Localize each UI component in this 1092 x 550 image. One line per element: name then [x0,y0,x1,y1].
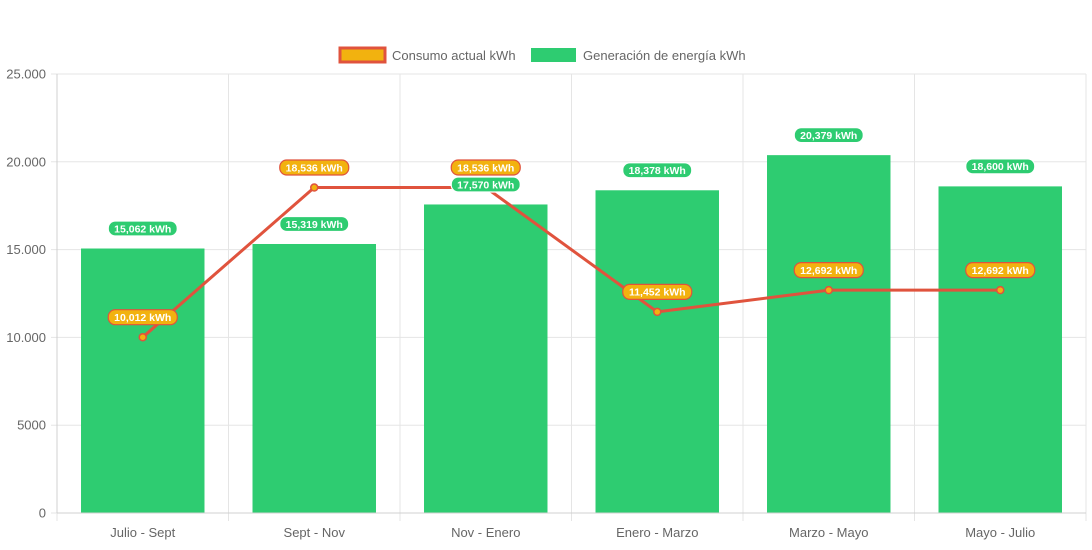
data-label-background [622,162,693,179]
data-label-background [793,127,864,144]
y-tick-label: 20.000 [6,154,46,169]
legend-label: Generación de energía kWh [583,48,746,63]
bars [81,155,1062,514]
data-label-text: 18,536 kWh [457,162,514,174]
line-point[interactable] [138,332,147,342]
data-label: 12,692 kWh [793,262,864,279]
axes: 0 5000 10.000 15.000 20.000 25.000 Julio - Sep… [6,67,1086,540]
data-label: 17,570 kWh [450,176,521,193]
bar[interactable] [767,155,891,513]
x-tick-label: Julio - Sept [110,525,175,540]
data-label-background [622,283,693,301]
data-label-background [450,176,521,193]
y-tick-label: 10.000 [6,330,46,345]
y-tick-label: 25.000 [6,67,46,82]
legend-item-generacion[interactable]: Generación de energía kWh [531,48,746,63]
data-label-text: 10,012 kWh [114,312,171,324]
x-tick-label: Marzo - Mayo [789,525,868,540]
consumption-line [141,186,1001,339]
legend-label: Consumo actual kWh [392,48,516,63]
data-label-background [107,309,178,326]
legend-swatch [338,46,387,64]
x-tick-label: Nov - Enero [451,525,520,540]
data-label: 11,452 kWh [622,283,693,301]
data-label-text: 15,062 kWh [114,223,171,235]
y-tick-label: 0 [39,506,46,521]
grid [51,73,1087,521]
line-point[interactable] [824,285,833,295]
data-label-text: 12,692 kWh [972,265,1029,277]
data-label-text: 20,379 kWh [800,130,857,142]
data-label: 10,012 kWh [107,309,178,326]
bar[interactable] [938,186,1062,513]
data-labels: 15,062 kWh 15,319 kWh 17,570 kWh 18,378 kWh… [107,127,1036,326]
data-label: 15,062 kWh [107,220,178,237]
line-point[interactable] [653,307,662,317]
data-label-text: 17,570 kWh [457,179,514,191]
x-tick-label: Sept - Nov [284,525,346,540]
data-label-background [107,220,178,237]
data-label-background [965,262,1036,279]
y-tick-label: 15.000 [6,242,46,257]
line-point[interactable] [310,183,319,192]
data-label-background [793,262,864,279]
data-label-background [279,215,350,233]
data-label: 12,692 kWh [965,262,1036,279]
line-point[interactable] [996,285,1005,295]
data-label-text: 11,452 kWh [629,287,686,299]
data-label-text: 15,319 kWh [286,219,343,231]
bar[interactable] [595,190,719,513]
bar[interactable] [424,204,548,513]
data-label: 15,319 kWh [279,215,350,233]
data-label: 20,379 kWh [793,127,864,144]
data-label-text: 18,536 kWh [286,162,343,174]
legend-item-consumo[interactable]: Consumo actual kWh [338,46,516,64]
x-tick-label: Mayo - Julio [965,525,1035,540]
legend-swatch [531,48,576,62]
bar[interactable] [81,248,205,513]
data-label-text: 12,692 kWh [800,265,857,277]
data-label: 18,536 kWh [279,159,350,176]
y-tick-label: 5000 [17,418,46,433]
data-label-text: 18,378 kWh [629,165,686,177]
data-label: 18,600 kWh [965,158,1036,175]
data-label-background [279,159,350,176]
data-label-background [450,159,521,176]
data-label-text: 18,600 kWh [972,161,1029,173]
data-label: 18,378 kWh [622,162,693,179]
legend[interactable]: Consumo actual kWh Generación de energía … [338,46,746,64]
bar[interactable] [252,243,376,514]
x-tick-label: Enero - Marzo [616,525,698,540]
data-label: 18,536 kWh [450,159,521,176]
data-label-background [965,158,1036,175]
